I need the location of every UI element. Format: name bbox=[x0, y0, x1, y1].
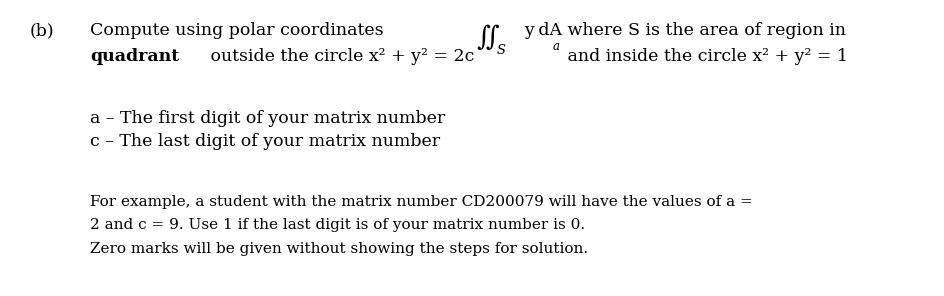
Text: For example, a student with the matrix number CD200079 will have the values of a: For example, a student with the matrix n… bbox=[90, 195, 752, 209]
Text: a: a bbox=[552, 40, 559, 53]
Text: Zero marks will be given without showing the steps for solution.: Zero marks will be given without showing… bbox=[90, 242, 587, 256]
Text: (b): (b) bbox=[30, 22, 55, 39]
Text: $\iint_{\!S}$: $\iint_{\!S}$ bbox=[476, 22, 507, 56]
Text: 2 and c = 9. Use 1 if the last digit is of your matrix number is 0.: 2 and c = 9. Use 1 if the last digit is … bbox=[90, 218, 584, 232]
Text: Compute using polar coordinates: Compute using polar coordinates bbox=[90, 22, 389, 39]
Text: c – The last digit of your matrix number: c – The last digit of your matrix number bbox=[90, 133, 440, 150]
Text: y dA where S is the area of region in: y dA where S is the area of region in bbox=[515, 22, 851, 39]
Text: a – The first digit of your matrix number: a – The first digit of your matrix numbe… bbox=[90, 110, 445, 127]
Text: and inside the circle x² + y² = 1: and inside the circle x² + y² = 1 bbox=[561, 48, 847, 65]
Text: quadrant: quadrant bbox=[90, 48, 179, 65]
Text: outside the circle x² + y² = 2c: outside the circle x² + y² = 2c bbox=[205, 48, 474, 65]
